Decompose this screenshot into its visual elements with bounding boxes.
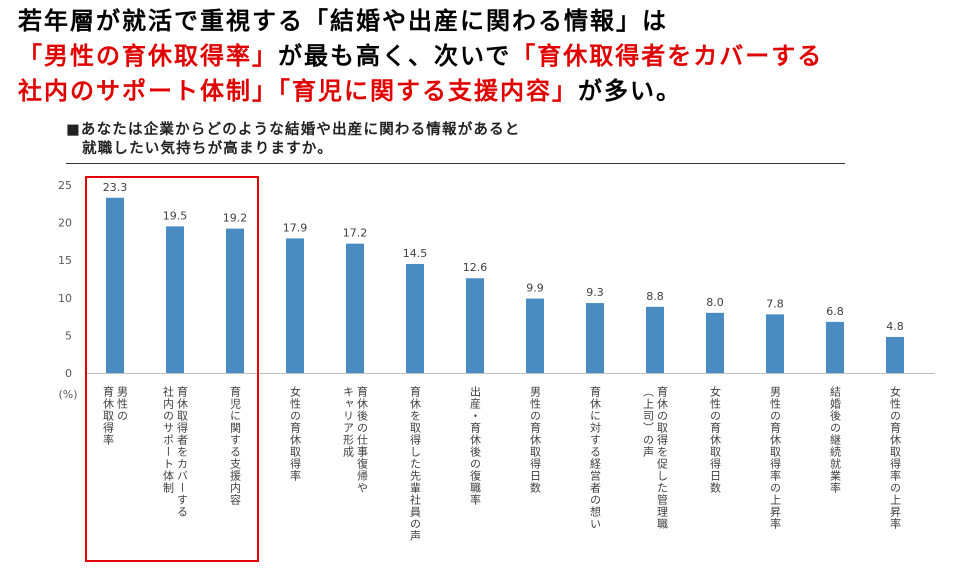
- bar: [166, 226, 184, 373]
- bar: [766, 314, 784, 373]
- bar: [466, 278, 484, 373]
- data-label: 14.5: [403, 247, 428, 260]
- bar: [706, 312, 724, 373]
- category-label: 男性の: [116, 386, 129, 422]
- y-tick-label: 5: [65, 329, 72, 342]
- category-label: 育児に関する支援内容: [229, 385, 242, 506]
- category-label: 育休後の仕事復帰や: [356, 385, 369, 494]
- category-label: 育休に対する経営者の想い: [589, 385, 602, 530]
- category-label: 女性の育休取得日数: [709, 385, 722, 494]
- bar: [646, 306, 664, 373]
- data-label: 17.9: [283, 221, 308, 234]
- category-label: 男性の育休取得率の上昇率: [769, 386, 782, 530]
- y-tick-label: 10: [58, 292, 72, 305]
- y-unit-label: (%): [58, 388, 77, 401]
- data-label: 8.0: [706, 296, 724, 309]
- bar: [346, 243, 364, 373]
- headline-line-3: 社内のサポート体制」「育児に関する支援内容」が多い。: [18, 77, 682, 105]
- headline-highlight-2: 「育休取得者をカバーする: [511, 42, 824, 70]
- data-label: 23.3: [103, 181, 128, 194]
- bar: [406, 263, 424, 373]
- category-label: 女性の育休取得率: [289, 385, 302, 482]
- category-label: 出産・育休後の復職率: [469, 385, 482, 506]
- category-label: （上司）の声: [642, 386, 655, 458]
- bar: [226, 228, 244, 373]
- bar: [826, 321, 844, 373]
- data-label: 8.8: [646, 290, 664, 303]
- data-label: 6.8: [826, 305, 844, 318]
- category-label: 女性の育休取得率の上昇率: [889, 385, 902, 530]
- question-underline: [66, 163, 845, 164]
- headline: 若年層が就活で重視する「結婚や出産に関わる情報」は 「男性の育休取得率」が最も高…: [18, 4, 958, 109]
- headline-line-2: 「男性の育休取得率」が最も高く、次いで「育休取得者をカバーする: [18, 42, 824, 70]
- y-tick-label: 0: [65, 367, 72, 380]
- bar: [106, 197, 124, 373]
- y-tick-label: 25: [58, 179, 72, 192]
- data-label: 9.3: [586, 286, 604, 299]
- y-tick-label: 20: [58, 217, 72, 230]
- data-label: 7.8: [766, 297, 784, 310]
- category-label: 結婚後の継続就業率: [829, 385, 842, 494]
- category-label: 育休取得者をカバーする: [176, 385, 189, 518]
- highlight-box: [85, 176, 259, 562]
- bar: [286, 238, 304, 373]
- headline-line-1: 若年層が就活で重視する「結婚や出産に関わる情報」は: [18, 7, 668, 35]
- bar: [886, 336, 904, 373]
- bar: [586, 303, 604, 373]
- category-label: 育休を取得した先輩社員の声: [409, 385, 422, 542]
- headline-highlight-1: 「男性の育休取得率」: [18, 42, 278, 70]
- bar: [526, 298, 544, 373]
- data-label: 17.2: [343, 227, 368, 240]
- headline-highlight-3: 社内のサポート体制」「育児に関する支援内容」: [18, 77, 578, 105]
- data-label: 19.2: [223, 212, 248, 225]
- data-label: 12.6: [463, 261, 488, 274]
- category-label: 育休の取得を促した管理職: [656, 385, 669, 530]
- y-tick-label: 15: [58, 254, 72, 267]
- data-label: 4.8: [886, 320, 904, 333]
- category-label: キャリア形成: [342, 386, 355, 458]
- category-label: 男性の育休取得日数: [529, 386, 542, 494]
- data-label: 19.5: [163, 209, 188, 222]
- category-label: 社内のサポート体制: [162, 385, 175, 494]
- data-label: 9.9: [526, 282, 544, 295]
- survey-question: ■あなたは企業からどのような結婚や出産に関わる情報があると 就職したい気持ちが高…: [66, 122, 521, 157]
- category-label: 育休取得率: [102, 385, 115, 446]
